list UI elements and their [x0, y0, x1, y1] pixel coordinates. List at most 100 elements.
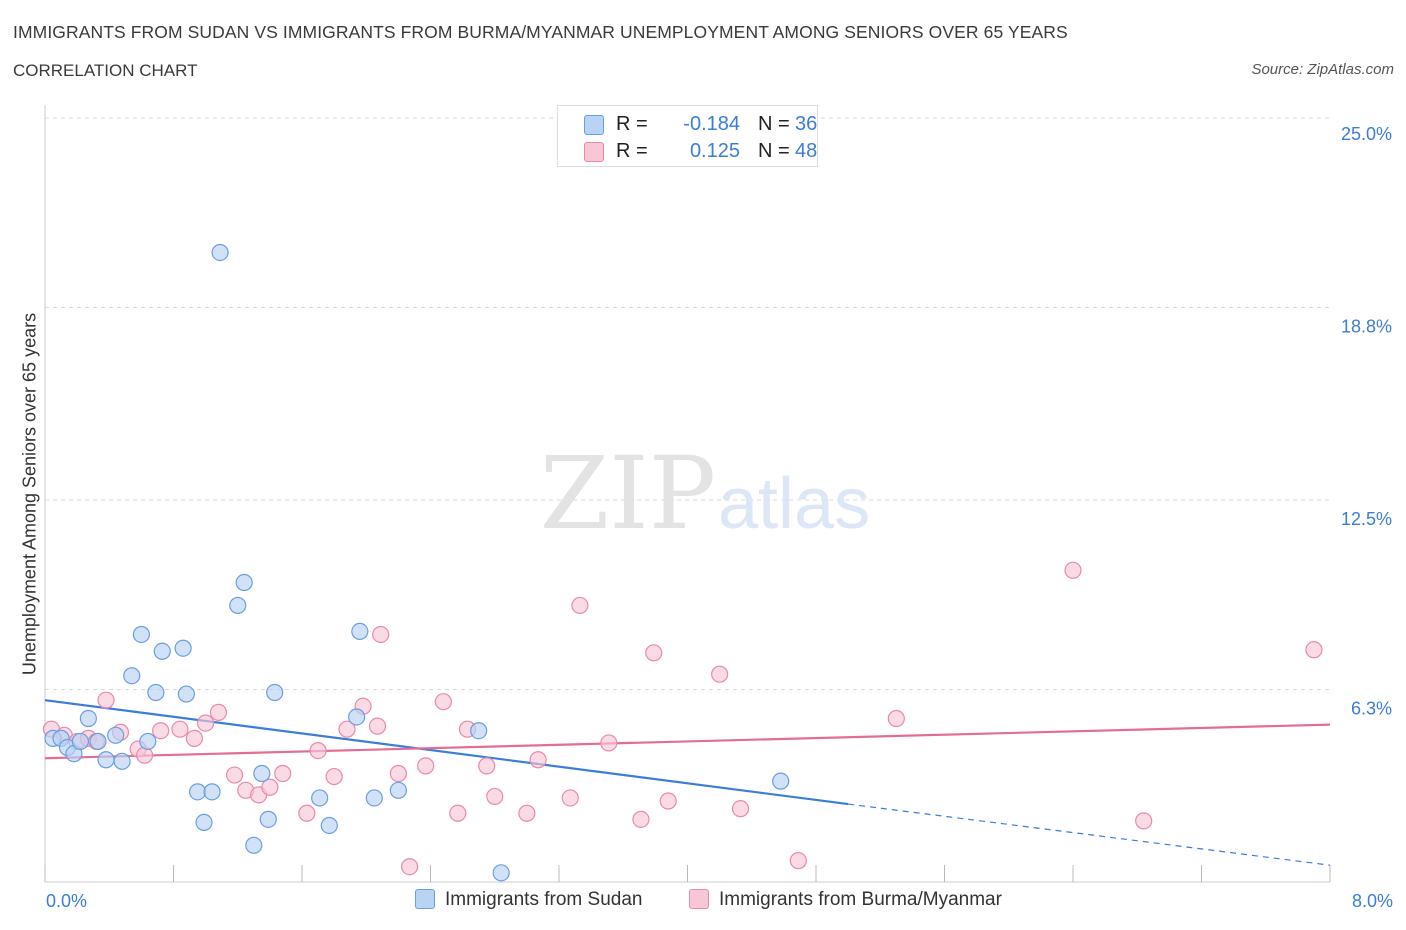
sudan-point: [97, 751, 115, 769]
burma-trend-line: [44, 723, 1331, 760]
burma-point: [789, 852, 807, 870]
source-label: Source: ZipAtlas.com: [1251, 61, 1394, 78]
y-tick-labels: 6.3% 12.5% 18.8% 25.0%: [1341, 124, 1392, 718]
sudan-swatch: [584, 115, 604, 135]
burma-point: [225, 766, 244, 784]
burma-point: [209, 703, 228, 721]
n-label: N =: [758, 140, 790, 162]
burma-point: [731, 800, 750, 818]
burma-point: [298, 804, 316, 822]
n-value: 36: [795, 113, 818, 135]
sudan-point: [177, 685, 195, 703]
watermark-atlas: atlas: [718, 464, 870, 544]
burma-swatch: [689, 889, 709, 909]
y-axis-label: Unemployment Among Seniors over 65 years: [19, 312, 40, 676]
legend-item-sudan: Immigrants from Sudan: [415, 889, 642, 911]
burma-point: [1064, 561, 1082, 579]
stats-legend: R = -0.184 N = 36 R = 0.125 N = 48: [557, 105, 818, 167]
sudan-point: [348, 708, 366, 726]
axes: [44, 105, 1331, 883]
burma-point: [389, 764, 407, 783]
n-value: 48: [795, 140, 818, 162]
sudan-point: [389, 781, 407, 799]
burma-point: [197, 714, 215, 732]
burma-point: [645, 644, 663, 662]
chart-subtitle: CORRELATION CHART: [13, 61, 198, 80]
burma-point: [274, 764, 292, 783]
burma-point: [368, 717, 387, 735]
sudan-point: [365, 789, 383, 807]
sudan-point: [235, 573, 253, 592]
burma-point: [97, 691, 115, 709]
sudan-point: [259, 810, 277, 828]
sudan-trend-extension: [848, 803, 1331, 866]
sudan-point: [123, 667, 141, 685]
r-label: R =: [616, 140, 648, 162]
burma-point: [325, 767, 343, 786]
sudan-point: [147, 683, 165, 702]
burma-point: [478, 757, 496, 775]
burma-point: [261, 778, 279, 796]
burma-point: [152, 722, 170, 740]
chart-title: IMMIGRANTS FROM SUDAN VS IMMIGRANTS FROM…: [13, 22, 1068, 42]
n-label: N =: [758, 113, 790, 135]
burma-point: [711, 665, 729, 683]
watermark-zip: ZIP: [540, 435, 716, 552]
trend-lines: [44, 699, 1331, 866]
burma-point: [561, 789, 579, 807]
sudan-point: [79, 709, 97, 728]
sudan-point: [153, 642, 171, 660]
burma-point: [372, 625, 390, 644]
y-tick-label: 18.8%: [1341, 316, 1392, 336]
burma-point: [1135, 812, 1153, 830]
sudan-point: [174, 639, 192, 657]
data-points: [42, 243, 1323, 882]
burma-point: [600, 734, 618, 752]
sudan-point: [71, 732, 89, 751]
y-tick-label: 6.3%: [1351, 698, 1392, 718]
r-value: -0.184: [683, 113, 740, 135]
sudan-swatch: [415, 889, 435, 909]
r-value: 0.125: [689, 140, 740, 162]
sudan-point: [311, 789, 329, 807]
burma-point: [401, 858, 419, 876]
sudan-point: [470, 722, 488, 740]
burma-point: [185, 729, 203, 747]
sudan-point: [211, 243, 229, 262]
sudan-trend-line: [44, 699, 849, 806]
burma-point: [518, 804, 536, 822]
sudan-point: [266, 683, 284, 702]
sudan-point: [492, 864, 510, 882]
sudan-point: [351, 622, 369, 641]
burma-point: [309, 741, 327, 760]
sudan-point: [139, 732, 157, 751]
burma-point: [434, 693, 452, 711]
sudan-point: [245, 836, 263, 854]
sudan-point: [89, 732, 107, 751]
burma-point: [417, 757, 435, 775]
burma-point: [529, 751, 547, 769]
sudan-point: [229, 596, 247, 615]
legend-item-burma: Immigrants from Burma/Myanmar: [689, 889, 1002, 911]
y-tick-label: 25.0%: [1341, 124, 1392, 144]
sudan-point: [113, 752, 131, 770]
burma-point: [171, 720, 189, 738]
burma-point: [338, 720, 356, 738]
sudan-point: [320, 816, 338, 835]
burma-swatch: [584, 142, 604, 162]
sudan-point: [132, 625, 150, 644]
sudan-point: [188, 783, 207, 801]
burma-point: [632, 810, 650, 828]
r-label: R =: [616, 113, 648, 135]
sudan-point: [203, 783, 221, 801]
burma-point: [1305, 641, 1323, 659]
legend-label-sudan: Immigrants from Sudan: [445, 889, 643, 910]
sudan-point: [107, 726, 125, 744]
legend-label-burma: Immigrants from Burma/Myanmar: [719, 889, 1002, 910]
x-tick-max: 8.0%: [1351, 891, 1393, 911]
burma-point: [449, 804, 467, 822]
sudan-point: [253, 764, 271, 783]
burma-point: [486, 787, 504, 806]
burma-point: [887, 709, 905, 728]
